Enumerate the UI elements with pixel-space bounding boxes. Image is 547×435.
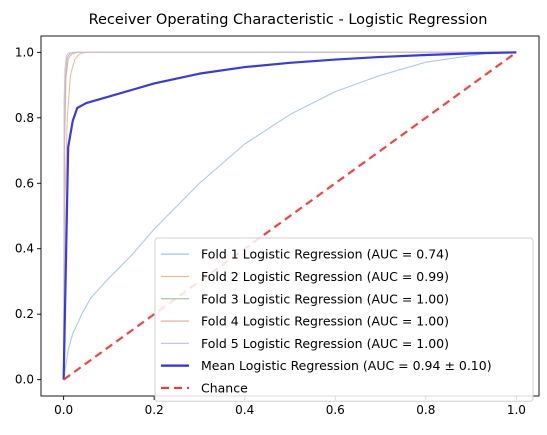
legend-label-4: Fold 4 Logistic Regression (AUC = 1.00) — [201, 314, 449, 329]
legend-label-5: Fold 5 Logistic Regression (AUC = 1.00) — [201, 336, 449, 351]
legend-label-3: Fold 3 Logistic Regression (AUC = 1.00) — [201, 291, 449, 306]
plot-area — [62, 51, 518, 381]
y-tick-label: 0.2 — [15, 307, 34, 321]
x-tick-label: 0.2 — [145, 403, 164, 417]
series-line-6 — [62, 51, 517, 380]
x-tick-label: 1.0 — [507, 403, 526, 417]
x-tick-label: 0.8 — [416, 403, 435, 417]
series-line-1 — [63, 51, 517, 380]
series-line-7 — [62, 51, 518, 381]
y-tick-label: 0.8 — [15, 111, 34, 125]
y-tick-label: 0.4 — [15, 242, 34, 256]
legend-label-2: Fold 2 Logistic Regression (AUC = 0.99) — [201, 269, 449, 284]
legend-label-1: Fold 1 Logistic Regression (AUC = 0.74) — [201, 247, 449, 262]
y-tick-label: 0.6 — [15, 176, 34, 190]
chart-title: Receiver Operating Characteristic - Logi… — [89, 12, 488, 28]
series-line-5 — [63, 51, 517, 380]
x-tick-label: 0.0 — [54, 403, 73, 417]
legend-box — [154, 237, 534, 402]
y-tick-label: 1.0 — [15, 45, 34, 59]
legend-label-7: Chance — [201, 380, 248, 395]
legend: Fold 1 Logistic Regression (AUC = 0.74) F… — [154, 237, 534, 402]
legend-label-6: Mean Logistic Regression (AUC = 0.94 ± 0… — [201, 358, 492, 373]
x-tick-label: 0.6 — [326, 403, 345, 417]
axes: 0.0 0.2 0.4 0.6 0.8 1.0 0.0 0.2 0.4 0.6 0.8 1.0 — [15, 35, 540, 417]
y-tick-label: 0.0 — [15, 373, 34, 387]
x-tick-label: 0.4 — [235, 403, 254, 417]
